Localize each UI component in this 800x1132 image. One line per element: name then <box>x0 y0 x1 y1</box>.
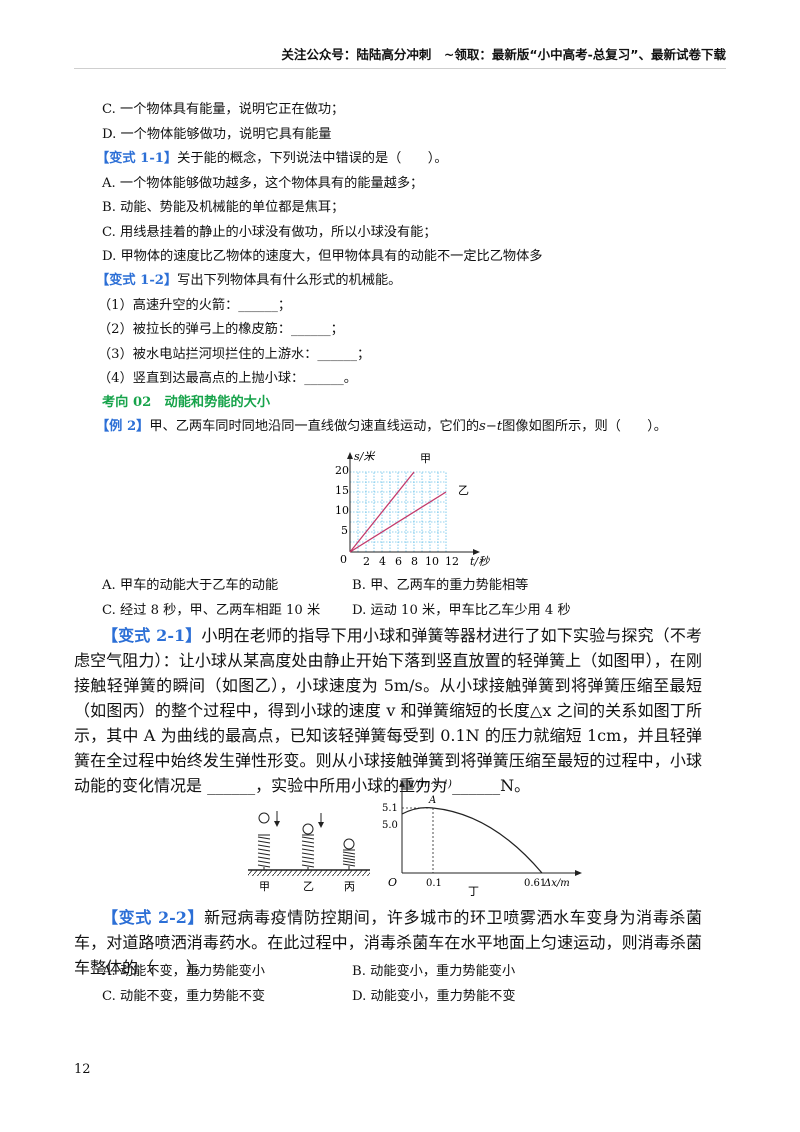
variant-2-1-question: 小明在老师的指导下用小球和弹簧等器材进行了如下实验与探究（不考虑空气阻力）：让小… <box>74 626 702 795</box>
st-graph-x-label: t/秒 <box>470 555 490 568</box>
v-graph-x-01: 0.1 <box>426 878 442 889</box>
st-graph-y-arrow <box>347 452 353 459</box>
v-graph-curve <box>401 807 543 874</box>
v-graph-caption: 丁 <box>468 885 479 896</box>
variant-1-2-item-4: （4）竖直到达最高点的上抛小球：______。 <box>98 371 357 386</box>
variant-1-1: 【变式 1-1】关于能的概念，下列说法中错误的是（ ）。 <box>96 149 448 169</box>
spring-yi <box>301 834 315 870</box>
st-graph-y-tick-5: 5 <box>341 524 348 537</box>
st-graph-x-arrow <box>473 549 480 555</box>
variant-1-1-option-a: A. 一个物体能够做功越多，这个物体具有的能量越多； <box>102 176 424 191</box>
v-graph-x-arrow <box>575 870 582 876</box>
v-dx-graph: v/(m·s⁻¹) 5.1 5.0 A O 0.1 0.61 Δx/m 丁 <box>382 779 582 896</box>
variant-1-2-item-1: （1）高速升空的火箭：______； <box>98 298 292 313</box>
example-2-tag: 【例 2】 <box>96 419 150 434</box>
st-graph-x-tick-6: 6 <box>395 555 402 568</box>
option-d: D. 一个物体能够做功，说明它具有能量 <box>102 127 332 142</box>
st-graph-line-jia <box>349 471 415 553</box>
st-graph-y-tick-10: 10 <box>335 504 349 517</box>
option-c: C. 一个物体具有能量，说明它正在做功； <box>102 102 345 117</box>
v-graph-y-51: 5.1 <box>382 803 398 814</box>
example-2-option-c: C. 经过 8 秒，甲、乙两车相距 10 米 <box>102 603 321 618</box>
variant-1-1-option-c: C. 用线悬挂着的静止的小球没有做功，所以小球没有能； <box>102 225 437 240</box>
v-graph-origin: O <box>388 876 397 889</box>
arrow-jia-head <box>274 821 280 827</box>
st-graph-label-jia: 甲 <box>420 452 431 465</box>
v-graph-x-label: Δx/m <box>543 878 570 889</box>
variant-2-1-tag: 【变式 2-1】 <box>102 626 202 645</box>
example-2-question: 甲、乙两车同时同地沿同一直线做匀速直线运动，它们的 <box>149 419 480 434</box>
variant-1-2: 【变式 1-2】写出下列物体具有什么形式的机械能。 <box>96 271 401 291</box>
variant-2-1: 【变式 2-1】小明在老师的指导下用小球和弹簧等器材进行了如下实验与探究（不考虑… <box>74 623 702 798</box>
header-divider <box>74 68 726 69</box>
label-jia: 甲 <box>259 880 270 893</box>
variant-2-2-tag: 【变式 2-2】 <box>102 908 205 927</box>
variant-1-2-item-3: （3）被水电站拦河坝拦住的上游水：______； <box>98 347 371 362</box>
variant-1-1-option-b: B. 动能、势能及机械能的单位都是焦耳； <box>102 200 345 215</box>
st-graph-x-tick-8: 8 <box>411 555 418 568</box>
spring-bing <box>342 849 356 870</box>
variant-2-2-question: 新冠病毒疫情防控期间，许多城市的环卫喷雾洒水车变身为消毒杀菌车，对道路喷洒消毒药… <box>74 908 702 977</box>
example-2-question-end: 图像如图所示，则（ ）。 <box>502 419 667 434</box>
variant-2-2-option-d: D. 动能变小，重力势能不变 <box>352 989 516 1004</box>
variant-1-2-tag: 【变式 1-2】 <box>96 273 178 288</box>
variant-1-2-question: 写出下列物体具有什么形式的机械能。 <box>177 273 402 288</box>
variant-2-2-option-a: A. 动能不变，重力势能变小 <box>102 964 265 979</box>
page-header: 关注公众号：陆陆高分冲刺 ~领取：最新版“小中高考-总复习”、最新试卷下载 <box>281 47 726 62</box>
example-2-option-b: B. 甲、乙两车的重力势能相等 <box>352 578 529 593</box>
st-graph-grid <box>350 471 447 552</box>
st-graph-y-tick-15: 15 <box>335 484 349 497</box>
st-graph-label-yi: 乙 <box>458 484 469 497</box>
st-graph-x-tick-10: 10 <box>425 555 439 568</box>
st-graph-y-tick-20: 20 <box>335 464 349 477</box>
variant-1-1-option-d: D. 甲物体的速度比乙物体的速度大，但甲物体具有的动能不一定比乙物体多 <box>102 249 543 264</box>
section-heading: 考向 02 动能和势能的大小 <box>102 395 271 410</box>
label-bing: 丙 <box>344 880 355 893</box>
st-graph-line-yi <box>349 491 447 553</box>
st-graph: s/米 t/秒 0 20 15 10 5 2 4 6 8 10 12 甲 乙 <box>335 450 490 568</box>
ball-bing <box>343 838 355 850</box>
st-graph-origin: 0 <box>340 553 347 566</box>
ball-yi <box>302 823 314 835</box>
st-graph-x-tick-4: 4 <box>379 555 386 568</box>
spring-jia <box>257 834 271 870</box>
page-number: 12 <box>74 1062 91 1077</box>
ball-jia <box>258 812 270 824</box>
variant-1-2-item-2: （2）被拉长的弹弓上的橡皮筋：______； <box>98 322 344 337</box>
v-graph-x-061: 0.61 <box>524 878 546 889</box>
variant-2-2-option-c: C. 动能不变，重力势能不变 <box>102 989 266 1004</box>
variant-1-1-question: 关于能的概念，下列说法中错误的是（ ）。 <box>177 151 448 166</box>
v-graph-y-arrow <box>399 780 405 787</box>
example-2-st-symbol: s−t <box>479 419 503 434</box>
example-2: 【例 2】甲、乙两车同时同地沿同一直线做匀速直线运动，它们的s−t图像如图所示，… <box>96 417 667 437</box>
st-graph-y-label: s/米 <box>354 450 375 463</box>
variant-2-2-option-b: B. 动能变小，重力势能变小 <box>352 964 516 979</box>
variant-2-2: 【变式 2-2】新冠病毒疫情防控期间，许多城市的环卫喷雾洒水车变身为消毒杀菌车，… <box>74 905 702 980</box>
label-yi: 乙 <box>303 880 314 893</box>
v-graph-y-50: 5.0 <box>382 820 398 831</box>
st-graph-x-tick-2: 2 <box>363 555 370 568</box>
example-2-option-d: D. 运动 10 米，甲车比乙车少用 4 秒 <box>352 603 571 618</box>
ground-hatch <box>248 870 370 876</box>
spring-figure: 甲 乙 丙 <box>248 811 370 893</box>
st-graph-x-tick-12: 12 <box>445 555 459 568</box>
v-graph-y-label: v/(m·s⁻¹) <box>408 779 452 790</box>
variant-1-1-tag: 【变式 1-1】 <box>96 151 178 166</box>
example-2-option-a: A. 甲车的动能大于乙车的动能 <box>102 578 279 593</box>
arrow-yi-head <box>318 822 324 828</box>
v-graph-point-a: A <box>428 795 436 806</box>
